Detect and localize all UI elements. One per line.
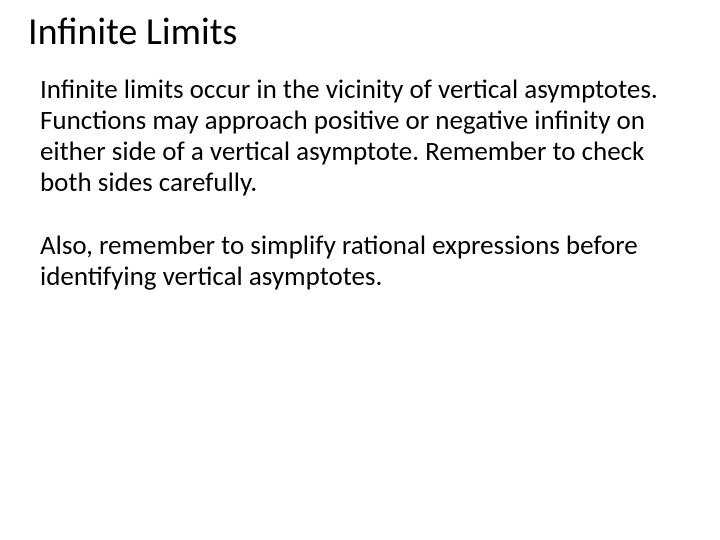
paragraph-2: Also, remember to simplify rational expr… [40,230,686,292]
slide-container: Infinite Limits Infinite limits occur in… [0,0,720,540]
slide-body: Infinite limits occur in the vicinity of… [28,74,692,292]
paragraph-1: Infinite limits occur in the vicinity of… [40,74,686,198]
slide-title: Infinite Limits [28,12,692,54]
